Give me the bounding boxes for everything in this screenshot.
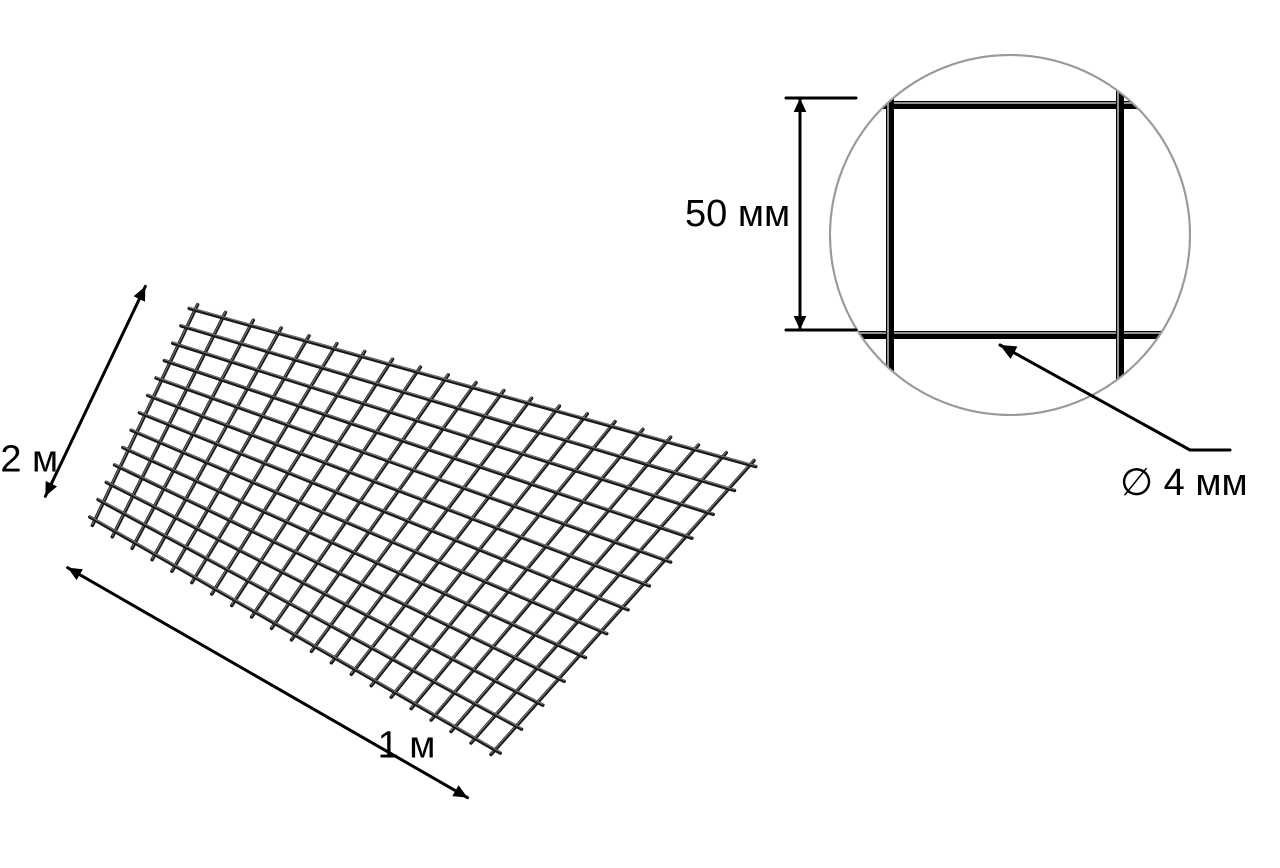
width-label: 1 м: [378, 725, 436, 767]
mesh-panel: [90, 304, 756, 755]
diagram-stage: 2 м 1 м 50 мм ∅ 4 мм: [0, 0, 1280, 868]
diagram-svg: 2 м 1 м 50 мм ∅ 4 мм: [0, 0, 1280, 868]
diameter-label: ∅ 4 мм: [1120, 462, 1248, 504]
cell-size-label: 50 мм: [685, 193, 790, 235]
dimension-length: [45, 286, 145, 496]
length-label: 2 м: [0, 438, 58, 480]
